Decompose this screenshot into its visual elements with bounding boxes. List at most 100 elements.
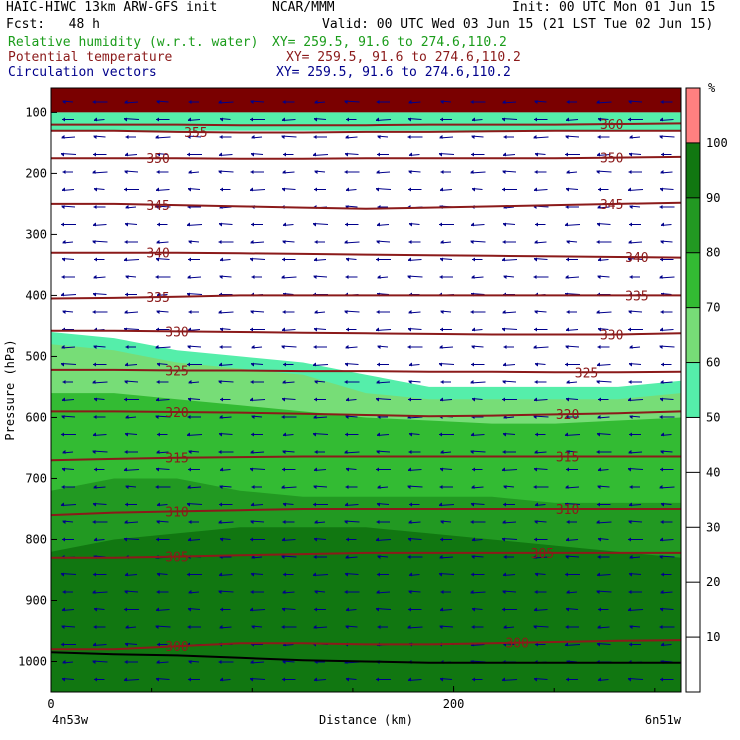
theta-isoline-325 [51,368,681,374]
arrow-head [565,625,569,629]
arrow-head [62,257,65,262]
arrow-head [598,607,601,612]
field1-label: Relative humidity (w.r.t. water) [8,35,259,50]
arrow-head [502,380,506,384]
circulation-arrow [314,450,325,454]
arrow-head [660,310,664,314]
arrow-head [598,327,601,332]
arrow-head [440,677,443,682]
circulation-arrow [188,100,199,104]
circulation-arrow [251,432,263,437]
arrow-head [92,100,96,104]
arrow-head [346,607,349,612]
circulation-arrow [565,205,579,209]
circulation-arrow [534,362,546,367]
circulation-arrow [94,257,105,262]
arrow-head [534,450,538,454]
arrow-head [281,485,285,489]
arrow-head [282,397,285,402]
circulation-arrow [346,537,357,542]
field1-xy: XY= 259.5, 91.6 to 274.6,110.2 [272,35,507,50]
circulation-arrow [565,625,579,629]
arrow-head [440,117,443,122]
circulation-arrow [502,310,517,314]
circulation-arrow [596,100,612,104]
arrow-head [628,310,632,314]
arrow-head [282,537,285,542]
circulation-arrow [627,467,644,472]
arrow-head [659,485,663,489]
arrow-head [282,310,286,314]
circulation-arrow [156,100,169,104]
arrow-head [376,537,379,542]
rh-fill-group [51,88,681,692]
colorbar-label: 100 [706,136,728,150]
circulation-arrow [628,117,643,122]
arrow-head [376,677,379,682]
arrow-head [188,240,192,244]
circulation-arrow [156,292,168,297]
arrow-head [251,275,255,279]
circulation-arrow [439,345,454,349]
circulation-arrow [375,327,392,332]
circulation-arrow [534,520,547,524]
circulation-arrow [629,625,641,629]
arrow-head [92,590,96,594]
arrow-head [219,485,223,489]
arrow-head [283,502,286,507]
circulation-arrow [345,275,358,279]
arrow-head [660,380,664,384]
circulation-arrow [597,135,610,139]
arrow-head [533,555,537,559]
arrow-head [62,677,65,682]
arrow-head [344,170,348,174]
circulation-arrow [218,222,233,227]
arrow-head [472,187,475,192]
arrow-head [61,135,65,139]
arrow-head [408,327,411,332]
circulation-arrow [534,240,547,244]
arrow-head [661,362,664,367]
arrow-head [156,520,160,524]
circulation-arrow [93,135,106,139]
arrow-head [628,240,632,244]
arrow-head [660,467,663,472]
arrow-head [314,590,318,594]
arrow-head [440,380,444,384]
circulation-arrow [377,345,389,349]
arrow-head [313,135,317,139]
arrow-head [565,205,569,209]
circulation-arrow [565,275,580,279]
arrow-head [535,572,538,577]
arrow-head [157,152,160,157]
circulation-arrow [312,362,329,367]
circulation-arrow [218,100,234,104]
circulation-arrow [60,572,77,577]
circulation-arrow [533,485,549,489]
arrow-head [344,240,348,244]
circulation-arrow [187,117,201,122]
circulation-arrow [345,677,357,682]
circulation-arrow [660,380,673,384]
circulation-arrow [314,520,326,524]
arrow-head [471,432,474,437]
arrow-head [125,205,129,209]
arrow-head [187,152,190,157]
arrow-head [535,502,538,507]
circulation-arrow [94,677,105,682]
circulation-arrow [61,345,76,349]
circulation-arrow [92,380,108,384]
circulation-arrow [659,205,675,209]
arrow-head [503,152,506,157]
circulation-arrow [218,362,233,367]
circulation-arrow [312,152,329,157]
circulation-arrow [313,135,327,139]
circulation-arrow [62,380,73,384]
circulation-arrow [251,135,263,139]
arrow-head [345,572,348,577]
circulation-arrow [533,397,548,402]
circulation-arrow [660,590,673,594]
arrow-head [566,467,569,472]
arrow-head [92,450,96,454]
arrow-head [566,310,570,314]
